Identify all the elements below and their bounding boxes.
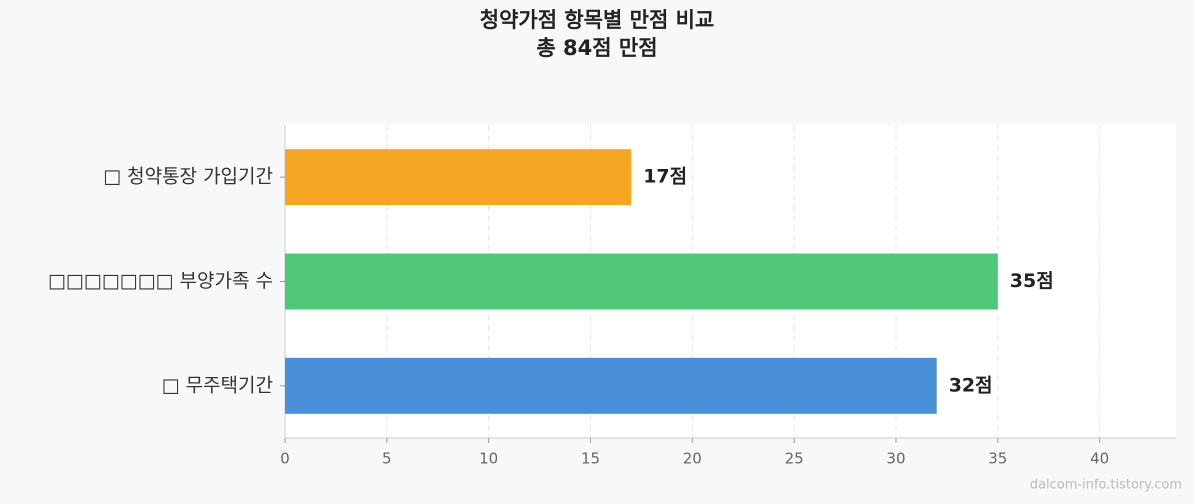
y-tick-label: □□□□□□□ 부양가족 수 (48, 270, 273, 292)
bar (285, 149, 632, 206)
x-tick-label: 15 (581, 450, 600, 468)
x-tick-label: 30 (886, 450, 905, 468)
y-tick-label: □ 무주택기간 (162, 374, 273, 396)
y-tick-label: □ 청약통장 가입기간 (103, 166, 273, 188)
value-label: 17점 (643, 166, 687, 188)
chart-title: 청약가점 항목별 만점 비교 (480, 8, 714, 32)
bar (285, 253, 998, 310)
value-label: 32점 (949, 374, 993, 396)
value-label: 35점 (1010, 270, 1054, 292)
x-tick-label: 0 (280, 450, 290, 468)
x-tick-label: 5 (382, 450, 392, 468)
watermark: dalcom-info.tistory.com (1030, 478, 1182, 493)
chart-subtitle: 총 84점 만점 (536, 36, 657, 60)
x-tick-label: 40 (1090, 450, 1109, 468)
x-tick-label: 20 (683, 450, 702, 468)
bar (285, 357, 937, 414)
x-tick-label: 10 (479, 450, 498, 468)
x-tick-label: 25 (785, 450, 804, 468)
x-tick-label: 35 (988, 450, 1007, 468)
